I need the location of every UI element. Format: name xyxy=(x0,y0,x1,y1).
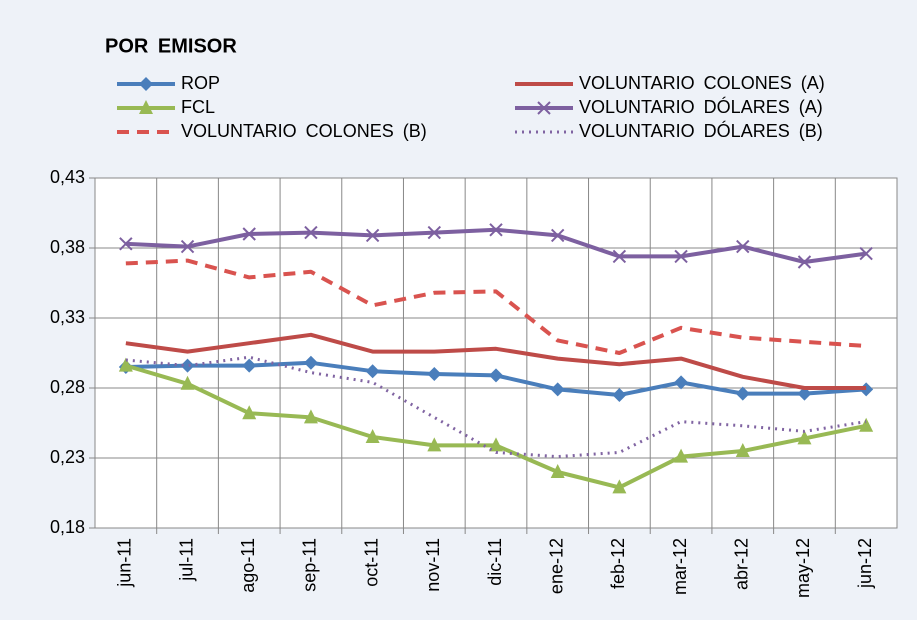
y-tick-label: 0,23 xyxy=(50,447,85,467)
marker xyxy=(242,227,256,241)
marker xyxy=(550,382,565,397)
marker xyxy=(674,375,689,390)
legend-label: VOLUNTARIO DÓLARES (A) xyxy=(579,96,823,117)
marker xyxy=(735,386,750,401)
marker xyxy=(180,239,195,254)
marker xyxy=(612,388,627,402)
marker xyxy=(674,249,688,264)
marker xyxy=(489,437,503,452)
marker xyxy=(489,368,503,383)
marker xyxy=(797,386,812,401)
marker xyxy=(303,409,318,424)
y-tick-label: 0,33 xyxy=(50,307,85,327)
marker xyxy=(242,405,257,420)
x-tick-label: feb-12 xyxy=(608,538,628,589)
marker xyxy=(427,367,442,381)
x-tick-label: jul-11 xyxy=(176,538,196,582)
x-tick-label: jun-11 xyxy=(115,538,135,588)
x-tick-label: nov-11 xyxy=(423,538,443,592)
x-tick-label: dic-11 xyxy=(485,538,505,586)
marker xyxy=(859,246,873,261)
marker xyxy=(365,429,380,443)
marker xyxy=(797,255,812,269)
marker xyxy=(427,225,442,240)
marker xyxy=(118,357,133,372)
x-tick-label: ago-11 xyxy=(238,538,258,593)
plot-border xyxy=(94,177,898,529)
marker xyxy=(550,228,565,243)
x-tick-label: mar-12 xyxy=(670,538,690,595)
marker xyxy=(365,364,380,379)
marker xyxy=(427,437,442,452)
chart-title: POR EMISOR xyxy=(105,35,237,57)
x-tick-label: jun-12 xyxy=(855,538,875,589)
x-tick-label: sep-11 xyxy=(300,538,320,592)
marker xyxy=(736,239,750,254)
legend-label: VOLUNTARIO COLONES (B) xyxy=(181,121,427,141)
x-tick-label: abr-12 xyxy=(732,538,752,590)
marker xyxy=(612,479,627,494)
legend-label: VOLUNTARIO COLONES (A) xyxy=(579,73,825,93)
marker xyxy=(139,100,153,114)
marker xyxy=(612,249,627,264)
y-tick-label: 0,38 xyxy=(50,237,85,257)
y-tick-label: 0,28 xyxy=(50,377,85,397)
y-tick-label: 0,18 xyxy=(50,517,85,537)
marker xyxy=(674,448,689,463)
legend-label: VOLUNTARIO DÓLARES (B) xyxy=(579,120,823,141)
marker xyxy=(365,228,380,243)
legend-label: ROP xyxy=(181,73,220,93)
x-tick-label: ene-12 xyxy=(546,538,566,594)
marker xyxy=(304,225,318,240)
legend-label: FCL xyxy=(181,97,215,117)
marker xyxy=(735,443,750,457)
marker xyxy=(242,358,257,373)
series-line xyxy=(125,332,867,390)
series-line xyxy=(125,258,867,355)
marker xyxy=(859,417,874,432)
x-tick-label: may-12 xyxy=(793,538,813,598)
marker xyxy=(797,430,812,445)
marker xyxy=(119,237,133,251)
x-tick-label: oct-11 xyxy=(361,538,381,587)
y-tick-label: 0,43 xyxy=(50,167,85,187)
marker xyxy=(489,223,503,237)
marker xyxy=(180,358,195,373)
marker xyxy=(550,464,565,478)
marker xyxy=(139,77,153,91)
series-line xyxy=(125,355,867,459)
marker xyxy=(180,375,195,390)
marker xyxy=(303,355,318,370)
marker xyxy=(537,101,551,115)
